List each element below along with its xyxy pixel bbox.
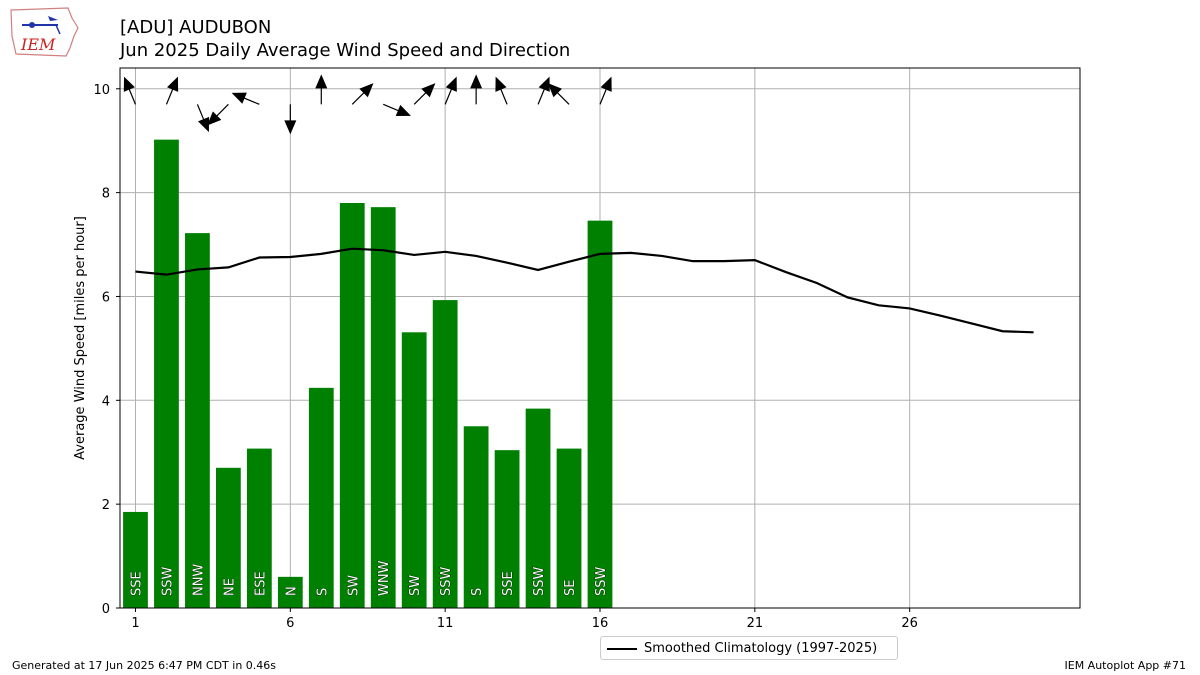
wind-bar (246, 448, 272, 608)
logo-text: IEM (20, 35, 56, 54)
y-tick-label: 4 (102, 394, 110, 409)
wind-bar (432, 300, 458, 608)
generated-timestamp: Generated at 17 Jun 2025 6:47 PM CDT in … (12, 659, 277, 672)
wind-bar (587, 220, 613, 608)
direction-label: NE (222, 578, 237, 596)
direction-labels: SSE SSW NNW NE ESE N S SW WNW SW SSW S SSE SSW SE SSW (129, 560, 609, 596)
direction-label: SW (346, 575, 361, 596)
bars (123, 139, 613, 608)
direction-arrow-head (315, 74, 328, 89)
direction-arrow-head (421, 83, 436, 98)
direction-label: SSW (594, 566, 609, 596)
x-tick-label: 6 (286, 616, 294, 631)
legend-climatology-swatch (607, 648, 637, 650)
direction-arrow-head (167, 76, 179, 92)
x-tick-label: 21 (747, 616, 764, 631)
direction-label: SSE (129, 571, 144, 596)
climatology-line (135, 247, 1034, 334)
direction-arrow-head (600, 76, 612, 92)
x-tick-label: 1 (131, 616, 139, 631)
wind-bar (154, 139, 179, 608)
direction-arrow-head (197, 116, 210, 133)
y-tick-label: 8 (102, 187, 110, 202)
direction-label: NNW (191, 564, 206, 596)
direction-arrow-head (359, 83, 374, 98)
y-axis-label: Average Wind Speed [miles per hour] (73, 216, 88, 460)
direction-arrow-head (495, 76, 507, 92)
direction-label: ESE (253, 571, 268, 596)
wind-bar (370, 207, 396, 608)
y-tick-label: 10 (93, 83, 110, 98)
legend-climatology-label: Smoothed Climatology (1997-2025) (644, 641, 878, 656)
y-tick-label: 0 (102, 602, 110, 617)
app-credit: IEM Autoplot App #71 (1064, 659, 1187, 672)
y-tick-label: 2 (102, 498, 110, 513)
direction-label: SE (563, 580, 578, 596)
direction-arrow-head (231, 92, 247, 104)
direction-arrows (123, 74, 612, 135)
wind-bar (216, 467, 241, 608)
direction-label: SSW (532, 566, 547, 596)
direction-arrow-head (207, 111, 222, 126)
direction-label: S (470, 588, 485, 596)
wind-bar (123, 511, 148, 608)
direction-label: N (284, 586, 299, 596)
wind-bar (494, 450, 520, 608)
x-tick-label: 26 (901, 616, 918, 631)
direction-label: SSW (439, 566, 454, 596)
direction-arrow-head (123, 76, 135, 92)
wind-bar (463, 426, 489, 608)
x-tick-label: 11 (437, 616, 454, 631)
chart-subtitle: Jun 2025 Daily Average Wind Speed and Di… (120, 40, 571, 61)
wind-bar (401, 332, 427, 608)
direction-arrow-head (445, 76, 457, 92)
direction-label: SSE (501, 571, 516, 596)
y-tick-label: 6 (102, 290, 110, 305)
legend: Smoothed Climatology (1997-2025) (600, 636, 898, 660)
wind-bar (525, 408, 551, 608)
direction-arrow-head (470, 74, 483, 89)
direction-arrow-head (395, 104, 411, 117)
climatology-series (135, 247, 1034, 334)
wind-bar (339, 203, 365, 608)
iem-logo: IEM (10, 7, 79, 57)
x-tick-label: 16 (592, 616, 609, 631)
direction-arrow-head (547, 83, 562, 98)
wind-bar (308, 387, 334, 608)
wind-bar (185, 233, 210, 608)
wind-bar (277, 576, 303, 608)
direction-label: SW (408, 575, 423, 596)
direction-label: SSW (160, 566, 175, 596)
direction-arrow-head (538, 76, 550, 92)
iowa-outline (10, 7, 79, 57)
direction-arrow-head (284, 120, 297, 135)
wind-bar (556, 448, 582, 608)
direction-label: WNW (377, 560, 392, 596)
chart-title: [ADU] AUDUBON (120, 17, 272, 38)
direction-label: S (315, 588, 330, 596)
